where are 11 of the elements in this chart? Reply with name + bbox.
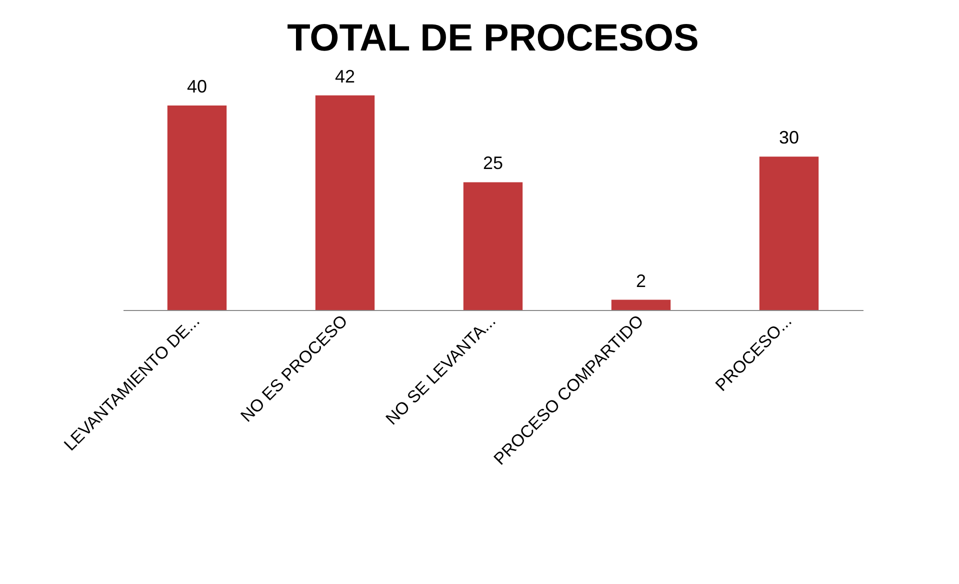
bar [167,106,227,310]
bar [315,95,375,310]
bar [759,156,819,310]
data-label: 2 [636,270,646,291]
chart-title: TOTAL DE PROCESOS [287,17,699,60]
data-label: 42 [334,66,356,86]
data-label: 30 [778,128,800,148]
bar [463,182,523,310]
data-label: 40 [186,76,208,97]
bar [611,300,671,310]
data-label: 25 [482,153,504,174]
